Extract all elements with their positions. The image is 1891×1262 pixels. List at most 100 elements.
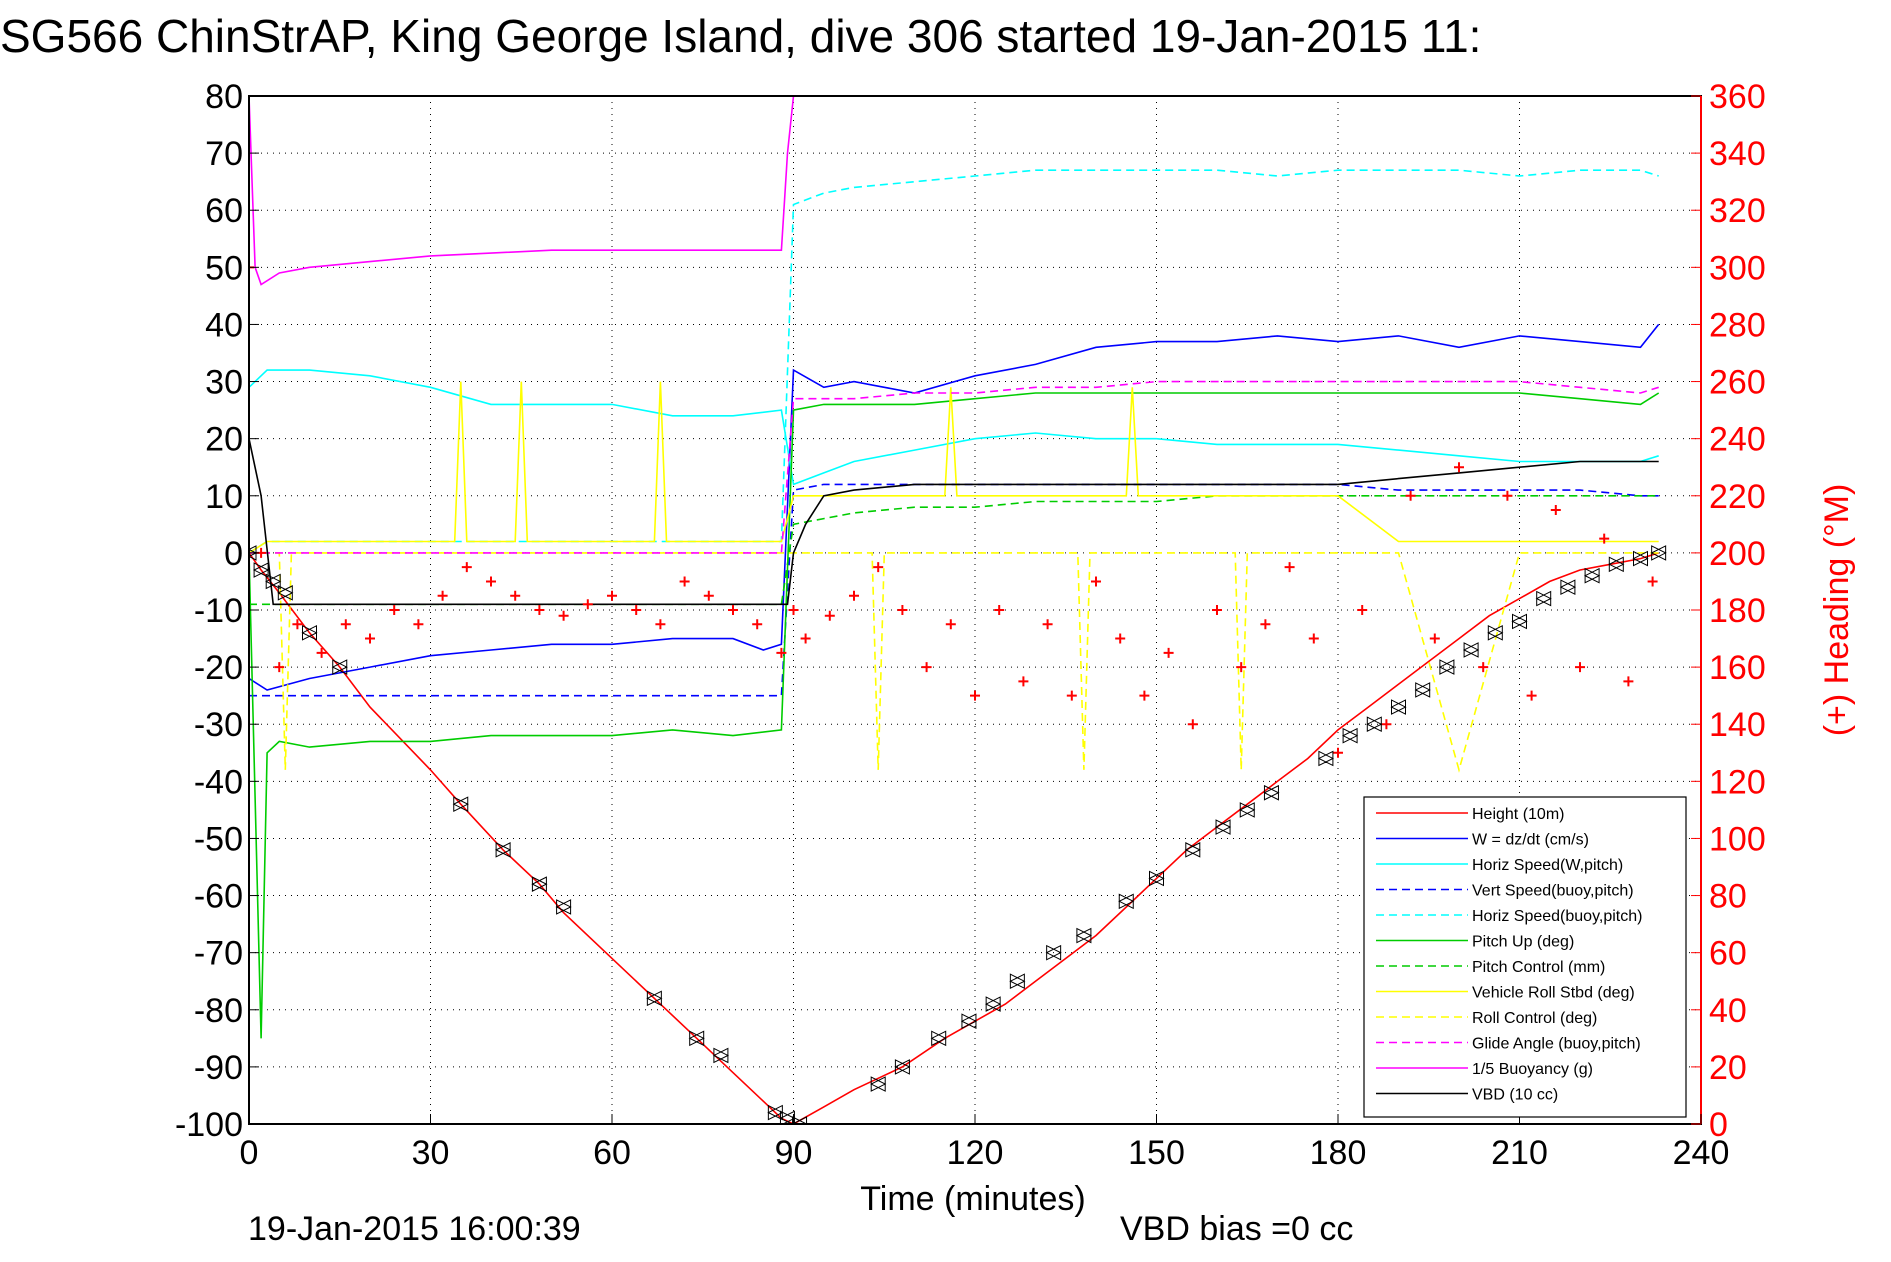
dive-marker [1263, 784, 1280, 801]
heading-point [1526, 690, 1537, 701]
y-tick-label: 20 [205, 421, 243, 459]
heading-point [1599, 533, 1610, 544]
dive-marker [894, 1059, 911, 1075]
heading-point [534, 605, 545, 615]
y-right-tick-label: 340 [1709, 135, 1766, 173]
dive-marker [985, 996, 1002, 1012]
y-right-tick-label: 140 [1709, 706, 1766, 744]
dive-marker [1559, 579, 1577, 595]
heading-point [1454, 462, 1464, 473]
y-right-tick-label: 240 [1709, 421, 1766, 459]
heading-point [582, 599, 593, 610]
heading-point [1550, 505, 1561, 516]
heading-point [1381, 719, 1392, 730]
heading-point [274, 662, 285, 673]
dive-marker [1118, 893, 1135, 910]
heading-point [292, 619, 303, 630]
dive-marker [870, 1076, 887, 1092]
heading-point [776, 647, 787, 658]
heading-point [365, 633, 375, 644]
legend-label-roll-control-deg: Roll Control (deg) [1472, 1010, 1597, 1027]
dive-marker [1608, 556, 1625, 573]
plot-area [249, 96, 1667, 1124]
dive-marker [688, 1030, 705, 1047]
dive-marker [1535, 590, 1552, 607]
heading-point [849, 590, 859, 601]
dive-marker [1414, 682, 1431, 698]
y-right-tick-label: 40 [1709, 992, 1747, 1030]
dive-marker [1438, 659, 1456, 675]
dive-marker [712, 1047, 730, 1064]
heading-point [558, 610, 569, 621]
heading-point [873, 562, 884, 573]
dive-marker [277, 585, 294, 601]
dive-marker [1583, 567, 1601, 584]
y-tick-label: -50 [194, 820, 243, 858]
dive-marker [1148, 870, 1165, 887]
heading-point [655, 619, 666, 630]
dive-marker [1239, 802, 1256, 818]
dive-marker [252, 562, 270, 578]
legend: Height (10m) W = dz/dt (cm/s) Horiz Speed(… [1363, 796, 1687, 1118]
heading-point [752, 619, 763, 630]
y-tick-label: 50 [205, 249, 243, 287]
y-right-tick-label: 0 [1709, 1106, 1728, 1144]
legend-label-1-5-buoyancy-g: 1/5 Buoyancy (g) [1472, 1061, 1593, 1078]
legend-label-pitch-up-deg: Pitch Up (deg) [1472, 934, 1574, 951]
y-right-tick-label: 20 [1709, 1049, 1747, 1087]
heading-point [824, 610, 835, 621]
heading-point [1623, 676, 1634, 687]
y-tick-label: -80 [194, 992, 243, 1030]
heading-point [1429, 633, 1440, 644]
heading-point [1308, 633, 1319, 644]
legend-label-pitch-control-mm: Pitch Control (mm) [1472, 959, 1605, 976]
heading-point [703, 590, 714, 601]
heading-point [1405, 490, 1416, 501]
dive-marker [531, 876, 548, 892]
heading-point [1115, 633, 1126, 644]
series-line-pitch-control-mm [249, 494, 1659, 606]
dive-marker [265, 573, 282, 590]
x-tick-label: 90 [775, 1134, 813, 1172]
y-tick-label: -60 [194, 878, 243, 916]
x-axis-label: Time (minutes) [860, 1180, 1085, 1218]
x-tick-label: 120 [947, 1134, 1004, 1172]
series-line-vehicle-roll-stbd-deg [249, 381, 1659, 554]
x-tick-label: 150 [1128, 1134, 1185, 1172]
dive-markers [249, 545, 1667, 1124]
dive-marker [301, 625, 318, 641]
heading-point [486, 576, 496, 587]
y-tick-label: 60 [205, 192, 243, 230]
heading-point [994, 605, 1005, 615]
y-tick-label: -20 [194, 649, 243, 687]
heading-points [249, 262, 1658, 758]
x-tick-label: 0 [240, 1134, 259, 1172]
dive-marker [494, 842, 512, 858]
dive-marker [1650, 545, 1667, 561]
dive-marker [1341, 727, 1359, 744]
series-line-pitch-up-deg [249, 392, 1660, 1039]
heading-point [1066, 690, 1077, 701]
heading-point [1647, 576, 1658, 587]
heading-point [1260, 619, 1271, 630]
heading-point [1502, 490, 1513, 501]
heading-point [728, 605, 738, 615]
y-right-tick-label: 120 [1709, 763, 1766, 801]
legend-box [1363, 796, 1687, 1118]
legend-label-horiz-speed-buoy-pitch: Horiz Speed(buoy,pitch) [1472, 908, 1642, 925]
y-right-tick-label: 160 [1709, 649, 1766, 687]
y-tick-label: -100 [175, 1106, 243, 1144]
dive-marker [1390, 699, 1407, 715]
legend-label-vehicle-roll-stbd-deg: Vehicle Roll Stbd (deg) [1472, 985, 1635, 1002]
heading-point [1236, 662, 1247, 673]
legend-label-w-dz-dt-cm-s: W = dz/dt (cm/s) [1472, 832, 1589, 849]
y-right-tick-label: 80 [1709, 878, 1747, 916]
y-right-tick-label: 320 [1709, 192, 1766, 230]
heading-point [1333, 747, 1343, 758]
heading-point [945, 619, 956, 630]
y-tick-label: -10 [194, 592, 243, 630]
y-tick-label: -40 [194, 763, 243, 801]
heading-point [461, 562, 472, 573]
dive-marker [1184, 842, 1201, 858]
heading-point [1018, 676, 1029, 687]
